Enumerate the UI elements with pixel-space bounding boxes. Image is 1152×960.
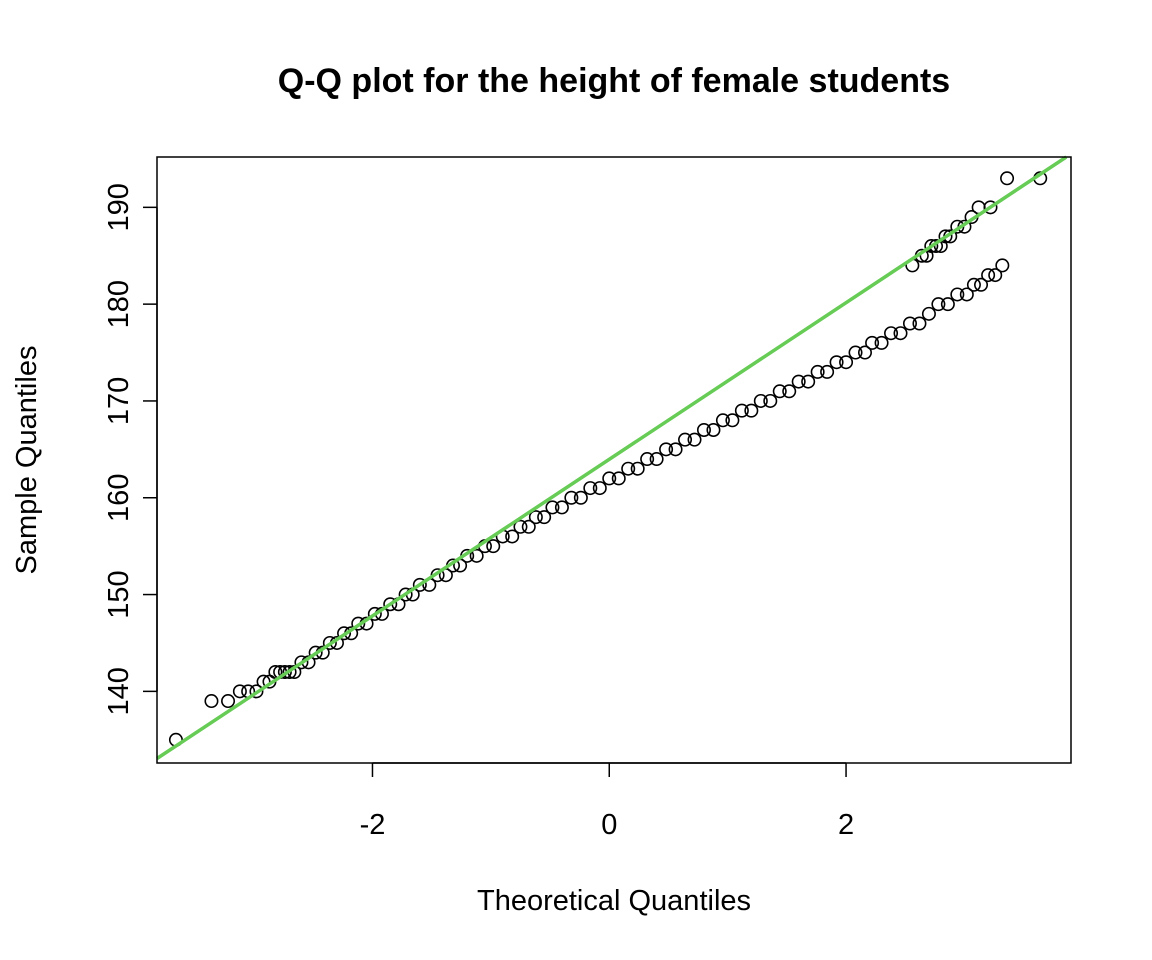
data-point: [678, 432, 693, 447]
data-point: [621, 461, 636, 476]
data-point: [981, 268, 996, 283]
data-point: [282, 664, 297, 679]
data-point: [554, 500, 569, 515]
data-point: [221, 694, 236, 709]
data-point: [308, 645, 323, 660]
data-point: [583, 481, 598, 496]
data-point: [865, 335, 880, 350]
data-point: [931, 297, 946, 312]
data-point: [687, 432, 702, 447]
data-point: [829, 355, 844, 370]
data-point: [367, 606, 382, 621]
x-tick-label: -2: [360, 809, 386, 841]
x-axis: -2 0 2: [360, 762, 854, 841]
data-point: [820, 364, 835, 379]
data-point: [744, 403, 759, 418]
data-point: [659, 442, 674, 457]
data-point: [884, 326, 899, 341]
data-point: [753, 393, 768, 408]
y-tick-label: 180: [103, 280, 135, 328]
data-point: [528, 510, 543, 525]
y-tick-label: 160: [103, 474, 135, 522]
x-tick-label: 2: [838, 809, 854, 841]
data-point: [649, 452, 664, 467]
data-point: [995, 258, 1010, 273]
chart-title: Q-Q plot for the height of female studen…: [278, 62, 950, 100]
data-point: [294, 655, 309, 670]
data-point: [249, 684, 264, 699]
data-point: [848, 345, 863, 360]
data-point: [810, 364, 825, 379]
plot-marks: [156, 155, 1068, 760]
data-point: [839, 355, 854, 370]
data-point: [668, 442, 683, 457]
data-point: [592, 481, 607, 496]
data-point: [791, 374, 806, 389]
data-point: [874, 335, 889, 350]
data-point: [521, 519, 536, 534]
data-point: [921, 306, 936, 321]
data-point: [988, 268, 1003, 283]
x-axis-label: Theoretical Quantiles: [477, 885, 751, 917]
data-point: [469, 548, 484, 563]
data-point: [383, 597, 398, 612]
data-point: [486, 539, 501, 554]
data-point: [337, 626, 352, 641]
data-point: [950, 287, 965, 302]
data-point: [696, 422, 711, 437]
data-point: [725, 413, 740, 428]
y-axis-label: Sample Quantiles: [11, 346, 43, 575]
data-point: [398, 587, 413, 602]
data-point: [857, 345, 872, 360]
data-point: [322, 635, 337, 650]
data-point: [602, 471, 617, 486]
data-point: [959, 287, 974, 302]
data-point: [734, 403, 749, 418]
data-point: [412, 577, 427, 592]
data-point: [782, 384, 797, 399]
data-point: [912, 316, 927, 331]
data-point: [545, 500, 560, 515]
data-point: [564, 490, 579, 505]
data-point: [1000, 171, 1015, 186]
data-point: [351, 616, 366, 631]
data-point: [232, 684, 247, 699]
data-point: [902, 316, 917, 331]
data-point: [204, 694, 219, 709]
y-tick-label: 140: [103, 667, 135, 715]
y-tick-label: 150: [103, 570, 135, 618]
y-tick-label: 170: [103, 377, 135, 425]
data-point: [772, 384, 787, 399]
data-point: [537, 510, 552, 525]
data-point: [513, 519, 528, 534]
data-point: [966, 277, 981, 292]
data-point: [983, 200, 998, 215]
data-point: [801, 374, 816, 389]
data-point: [573, 490, 588, 505]
data-point: [640, 452, 655, 467]
data-point: [715, 413, 730, 428]
data-point: [277, 664, 292, 679]
data-point: [630, 461, 645, 476]
data-point: [763, 393, 778, 408]
data-point: [938, 229, 953, 244]
y-tick-label: 190: [103, 183, 135, 231]
data-point: [505, 529, 520, 544]
data-point: [893, 326, 908, 341]
data-point: [924, 239, 939, 254]
data-point: [611, 471, 626, 486]
data-point: [974, 277, 989, 292]
data-point: [940, 297, 955, 312]
reference-line: [156, 155, 1068, 760]
x-tick-label: 0: [601, 809, 617, 841]
y-axis: 140 150 160 170 180 190: [103, 183, 158, 716]
data-point: [706, 422, 721, 437]
